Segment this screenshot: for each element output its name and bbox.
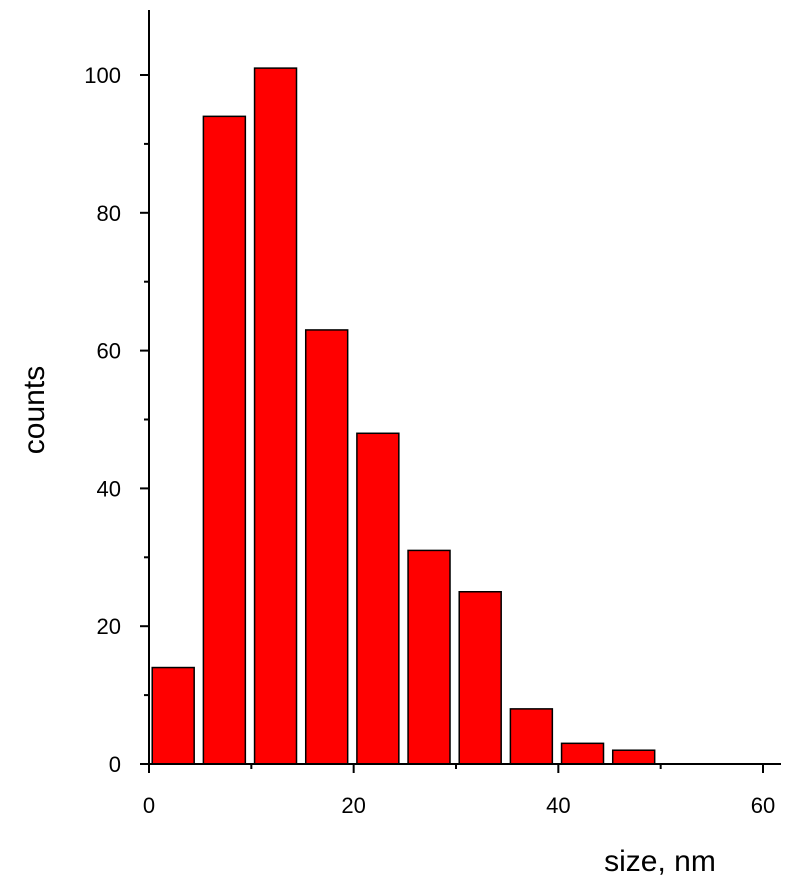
ticks-group xyxy=(140,74,764,773)
y-tick-label: 40 xyxy=(97,476,121,501)
y-tick-label: 100 xyxy=(84,63,121,88)
tick-labels-group: 0 20 40 60 0 20 40 60 80 100 xyxy=(84,63,775,818)
x-axis-title: size, nm xyxy=(604,845,716,878)
histogram-bar xyxy=(356,432,400,765)
y-tick-label: 60 xyxy=(97,339,121,364)
y-axis-title: counts xyxy=(18,366,51,454)
histogram-bar xyxy=(560,742,605,765)
x-tick-label: 60 xyxy=(751,793,775,818)
x-tick-label: 40 xyxy=(546,793,570,818)
x-tick-label: 20 xyxy=(341,793,365,818)
histogram-bar xyxy=(458,591,502,765)
y-tick-label: 80 xyxy=(97,201,121,226)
axes-group xyxy=(148,10,781,765)
x-tick-label: 0 xyxy=(143,793,155,818)
histogram-bar xyxy=(611,749,656,765)
histogram-bar xyxy=(253,67,298,765)
y-tick-label: 0 xyxy=(109,752,121,777)
histogram-bar xyxy=(151,666,195,765)
histogram-bar xyxy=(304,329,349,765)
y-tick-label: 20 xyxy=(97,614,121,639)
histogram-bar xyxy=(407,549,451,765)
bars-group xyxy=(151,67,656,765)
histogram-bar xyxy=(202,115,247,765)
histogram-bar xyxy=(509,708,554,765)
